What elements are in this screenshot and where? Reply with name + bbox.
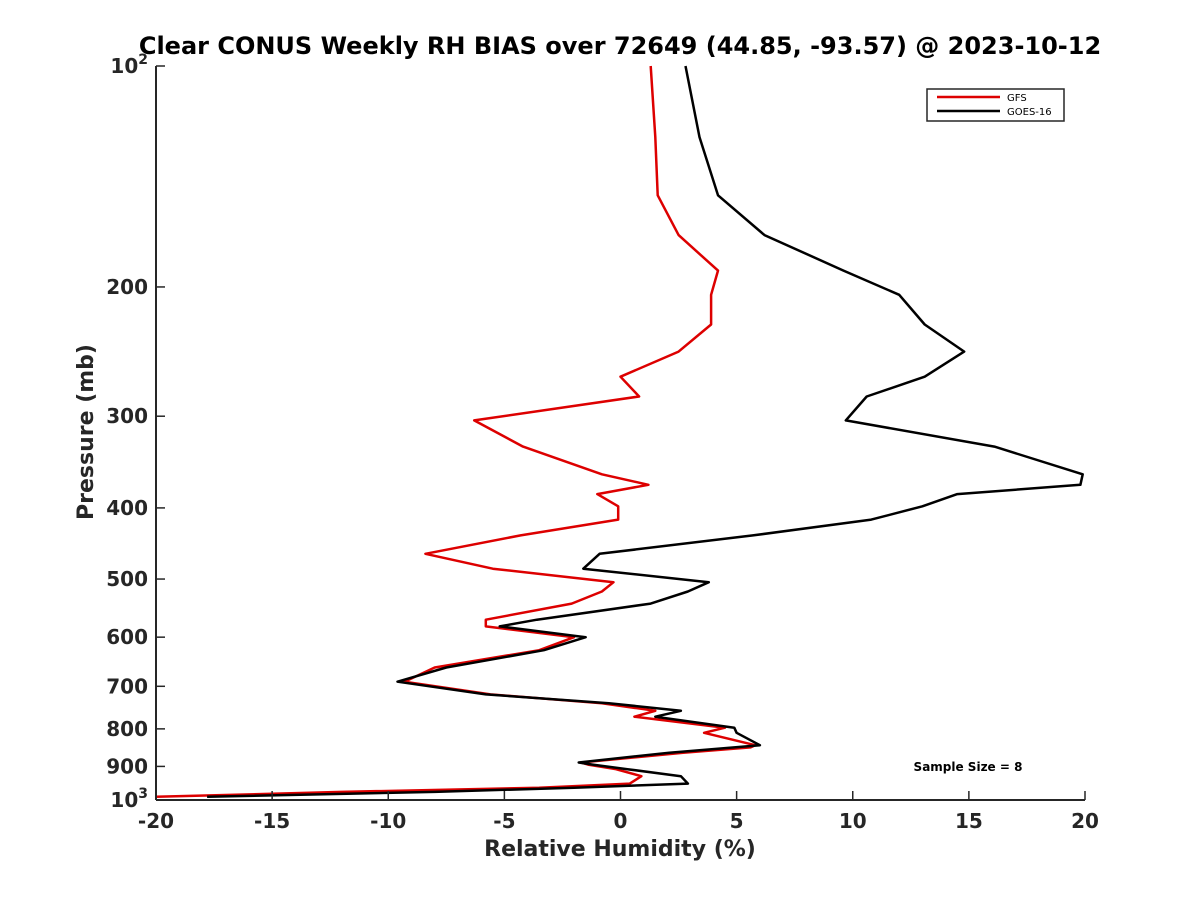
axes: -20 -15 -10 -5 0 5 10 15 20 102 200 300 400 500 600 700… (106, 52, 1099, 833)
chart-title: Clear CONUS Weekly RH BIAS over 72649 (4… (139, 32, 1101, 60)
x-axis-label: Relative Humidity (%) (484, 837, 756, 862)
y-tick-label: 300 (106, 404, 148, 428)
y-tick-label: 500 (106, 567, 148, 591)
x-tick-label: 0 (614, 809, 628, 833)
y-tick-label: 600 (106, 625, 148, 649)
x-tick-label: -5 (493, 809, 515, 833)
y-tick-label: 102 (110, 52, 148, 78)
x-tick-label: 20 (1071, 809, 1099, 833)
x-tick-label: -10 (370, 809, 406, 833)
y-tick-label: 900 (106, 754, 148, 778)
y-axis-label: Pressure (mb) (74, 344, 99, 520)
series-line-gfs (155, 65, 757, 799)
y-tick-label: 400 (106, 496, 148, 520)
y-tick-label: 103 (110, 786, 148, 812)
plot-area (155, 65, 1084, 799)
x-tick-label: 10 (839, 809, 867, 833)
y-tick-label: 200 (106, 275, 148, 299)
legend-label-goes-16: GOES-16 (1007, 107, 1052, 118)
x-tick-label: 15 (955, 809, 983, 833)
x-tick-label: -20 (138, 809, 174, 833)
series-line-goes-16 (207, 65, 1084, 799)
legend-box (926, 88, 1065, 122)
y-tick-label: 700 (106, 674, 148, 698)
x-tick-label: 5 (730, 809, 744, 833)
y-tick-label: 800 (106, 717, 148, 741)
legend: GFS GOES-16 (926, 88, 1065, 122)
x-tick-label: -15 (254, 809, 290, 833)
legend-label-gfs: GFS (1007, 93, 1027, 104)
sample-size-annotation: Sample Size = 8 (914, 760, 1023, 774)
